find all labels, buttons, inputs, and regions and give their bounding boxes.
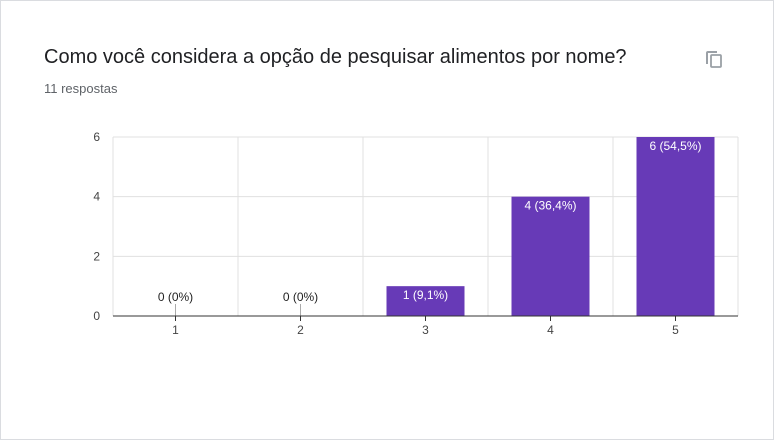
bar — [636, 137, 715, 316]
question-title: Como você considera a opção de pesquisar… — [44, 46, 627, 68]
y-tick-label: 2 — [93, 249, 100, 263]
copy-chart-button[interactable] — [704, 48, 726, 70]
x-tick-label: 2 — [297, 323, 304, 337]
bar — [386, 286, 465, 316]
x-tick-label: 4 — [547, 323, 554, 337]
bar-data-label: 4 (36,4%) — [524, 199, 576, 213]
y-tick-label: 6 — [93, 130, 100, 144]
bar-data-label: 0 (0%) — [158, 290, 193, 304]
copy-icon — [706, 51, 722, 68]
x-tick-label: 3 — [422, 323, 429, 337]
response-count: 11 respostas — [44, 81, 118, 96]
y-tick-label: 0 — [93, 309, 100, 323]
y-tick-label: 4 — [93, 190, 100, 204]
bar-data-label: 6 (54,5%) — [649, 139, 701, 153]
x-tick-label: 1 — [172, 323, 179, 337]
bar-data-label: 1 (9,1%) — [403, 288, 448, 302]
bar — [511, 196, 590, 316]
x-tick-label: 5 — [672, 323, 679, 337]
bar-data-label: 0 (0%) — [283, 290, 318, 304]
